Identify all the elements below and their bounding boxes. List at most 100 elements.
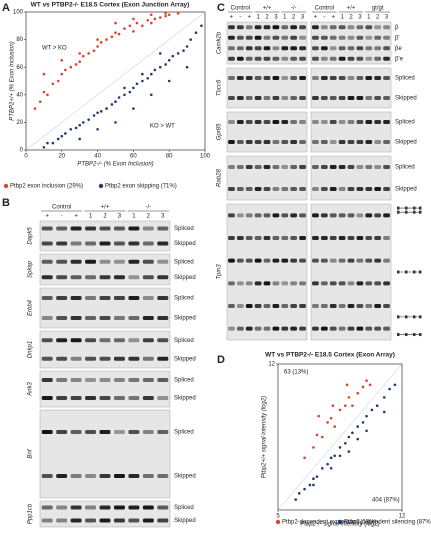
- gel-band: [142, 505, 154, 510]
- panel-letter: B: [2, 197, 10, 209]
- group-label: +/+: [101, 205, 110, 211]
- data-point: [356, 391, 360, 395]
- gel-band: [157, 378, 169, 382]
- gel-band: [263, 96, 271, 100]
- gel-band: [245, 140, 253, 144]
- gel-band: [299, 236, 306, 240]
- data-point: [176, 12, 180, 15]
- data-point: [329, 416, 333, 420]
- gel-band: [338, 76, 346, 80]
- gel-band: [245, 120, 253, 124]
- gel-band: [329, 76, 337, 80]
- x-axis-label: Ptbp2-/- signal intensity (log2): [300, 522, 379, 528]
- band-label: β: [395, 25, 399, 31]
- data-point: [297, 492, 301, 495]
- gel-band: [99, 474, 111, 478]
- legend-label: Ptbp2 exon skipping (71%): [105, 184, 177, 190]
- group-label: +/+: [263, 6, 272, 12]
- gel-band: [56, 275, 68, 280]
- lane-label: 3: [358, 15, 362, 21]
- gel-band: [99, 226, 111, 231]
- gel-band: [157, 474, 169, 478]
- gel-band: [299, 35, 306, 40]
- gel-band: [299, 187, 306, 191]
- gel-band: [272, 35, 280, 40]
- gel-band: [272, 236, 280, 240]
- plot-frame: [277, 363, 403, 511]
- gel-band: [128, 356, 140, 361]
- gel-band: [128, 505, 140, 510]
- data-point: [110, 103, 114, 106]
- data-point: [60, 134, 64, 138]
- gel-band: [347, 281, 355, 286]
- gel: [39, 409, 171, 499]
- gel-band: [347, 304, 355, 308]
- gel-band: [383, 96, 390, 100]
- y-tick-label: 80: [16, 37, 23, 43]
- group-label: Control: [52, 205, 71, 211]
- data-point: [132, 30, 135, 33]
- gel-band: [374, 258, 382, 263]
- group-label: Control: [315, 6, 334, 12]
- gel-band: [263, 25, 271, 30]
- gel-band: [70, 396, 82, 400]
- gel-band: [320, 56, 328, 61]
- gel-band: [236, 76, 244, 80]
- gel-band: [320, 46, 328, 51]
- gel-band: [383, 213, 390, 218]
- gel-band: [263, 281, 271, 286]
- gel-band: [245, 76, 253, 80]
- panel-letter: D: [217, 354, 225, 366]
- data-point: [333, 454, 336, 458]
- data-point: [69, 128, 73, 131]
- gel-band: [236, 258, 244, 263]
- lane-label: 1: [89, 214, 93, 220]
- gel-band: [365, 326, 373, 331]
- gel-band: [113, 338, 125, 343]
- data-point: [185, 45, 189, 48]
- data-point: [42, 90, 46, 94]
- gel-band: [290, 25, 298, 30]
- gel-band: [338, 25, 346, 30]
- data-point: [87, 118, 90, 121]
- exon-box: [413, 333, 416, 337]
- data-point: [320, 435, 324, 439]
- gel-band: [290, 35, 298, 40]
- gel-band: [142, 396, 154, 400]
- gel-band: [263, 46, 271, 51]
- gel-band: [347, 213, 355, 218]
- gel-band: [281, 258, 289, 263]
- gene-label: Ank3: [28, 382, 34, 397]
- gel-band: [347, 258, 355, 263]
- data-point: [128, 24, 132, 28]
- gel-band: [157, 396, 169, 400]
- gel: [39, 330, 171, 369]
- gel-band: [157, 241, 169, 246]
- data-point: [368, 383, 372, 387]
- gel-band: [254, 35, 262, 40]
- gel-band: [157, 226, 169, 231]
- y-tick-label: 12: [268, 362, 275, 368]
- data-point: [317, 414, 321, 418]
- exon-box: [419, 333, 422, 337]
- gel-band: [263, 76, 271, 80]
- gel-band: [281, 326, 289, 331]
- panel-letter: C: [217, 2, 225, 14]
- gel-band: [338, 236, 346, 240]
- legend-label: Ptbp2-dependent expression (13%): [282, 520, 376, 526]
- legend-swatch: [3, 183, 9, 189]
- data-point: [74, 63, 78, 66]
- data-point: [96, 45, 99, 48]
- gel-band: [299, 140, 306, 144]
- gel-band: [85, 356, 97, 361]
- gel-band: [113, 356, 125, 361]
- gel-band: [245, 304, 253, 308]
- band-label: Skipped: [395, 140, 417, 146]
- gel-band: [41, 518, 53, 523]
- gene-label: Spkap: [28, 260, 34, 278]
- gel-band: [383, 258, 390, 263]
- gel-band: [157, 296, 169, 300]
- data-point: [326, 421, 329, 424]
- gel-band: [142, 356, 154, 361]
- gel-band: [365, 304, 373, 308]
